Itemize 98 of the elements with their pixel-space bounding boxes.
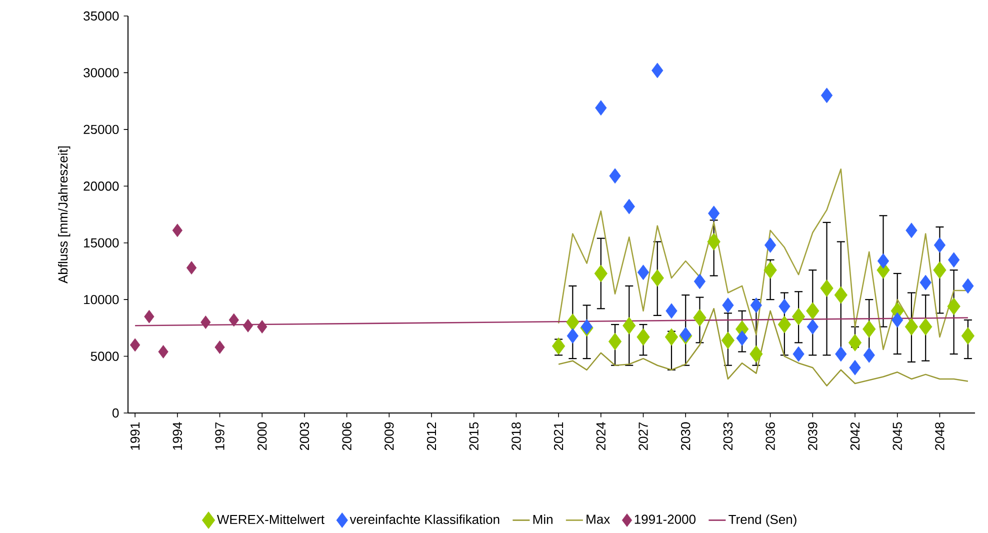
x-tick-label: 2006 — [342, 422, 352, 450]
point — [750, 298, 762, 313]
point — [130, 338, 140, 352]
y-tick-label: 15000 — [84, 238, 119, 248]
point — [186, 261, 197, 275]
x-tick-label: 1991 — [130, 422, 140, 450]
point — [806, 302, 820, 320]
point — [652, 62, 664, 78]
y-tick-label: 10000 — [84, 294, 119, 304]
point — [666, 303, 678, 319]
point — [707, 233, 720, 250]
point — [792, 346, 804, 362]
point — [778, 298, 790, 314]
legend-label: vereinfachte Klassifikation — [350, 514, 500, 524]
x-tick-label: 2024 — [596, 422, 606, 450]
y-tick-label: 35000 — [84, 11, 119, 21]
point — [962, 278, 974, 294]
legend-label: WEREX-Mittelwert — [216, 514, 324, 524]
point — [242, 318, 254, 332]
point — [792, 308, 806, 326]
x-tick-label: 2045 — [892, 422, 902, 450]
x-tick-label: 2000 — [258, 422, 267, 450]
x-tick-label: 2015 — [469, 422, 478, 450]
point — [595, 100, 607, 116]
point — [948, 252, 960, 268]
legend-label: 1991-2000 — [634, 514, 696, 524]
x-tick-label: 2009 — [384, 422, 394, 450]
point — [961, 327, 975, 345]
x-tick-label: 1997 — [215, 422, 224, 450]
point — [721, 332, 735, 350]
x-tick-label: 2018 — [512, 422, 521, 450]
point — [835, 346, 847, 362]
point — [200, 316, 211, 329]
point — [636, 328, 650, 346]
point — [849, 360, 861, 376]
y-axis-title: Abfluss [mm/Jahreszeit] — [58, 146, 70, 284]
point — [708, 206, 720, 222]
y-tick-label: 30000 — [84, 68, 119, 78]
point — [622, 316, 636, 334]
point — [834, 286, 848, 304]
point — [820, 88, 833, 104]
legend-label: Trend (Sen) — [728, 514, 796, 527]
point — [694, 274, 706, 290]
point — [693, 309, 706, 326]
y-tick-label: 25000 — [84, 124, 119, 134]
x-tick-label: 2042 — [850, 422, 860, 450]
point — [566, 328, 578, 344]
point — [933, 261, 946, 279]
point — [934, 237, 946, 253]
point — [257, 320, 268, 334]
x-tick-label: 2027 — [638, 422, 648, 450]
point — [806, 319, 818, 334]
point — [764, 237, 776, 253]
point — [664, 328, 678, 346]
legend-label: Min — [533, 514, 552, 524]
point — [552, 337, 566, 355]
point — [722, 298, 734, 313]
point — [680, 327, 692, 342]
point — [608, 332, 622, 350]
x-tick-label: 2030 — [681, 422, 690, 450]
point — [947, 298, 960, 316]
point — [580, 319, 593, 334]
point — [623, 198, 635, 214]
point — [863, 347, 875, 363]
x-tick-label: 2021 — [554, 422, 564, 450]
point — [228, 313, 239, 327]
point — [920, 274, 932, 290]
point — [609, 168, 621, 184]
y-tick-label: 0 — [112, 408, 119, 418]
point — [736, 330, 748, 346]
point — [778, 316, 792, 334]
x-tick-label: 2039 — [808, 422, 818, 450]
point — [877, 253, 890, 269]
point — [566, 314, 580, 331]
x-tick-label: 2033 — [723, 422, 733, 450]
point — [650, 269, 664, 287]
point — [820, 280, 834, 297]
point — [214, 340, 225, 354]
point — [906, 222, 918, 238]
point — [750, 345, 763, 363]
x-tick-label: 1994 — [172, 422, 182, 450]
x-tick-label: 2012 — [426, 422, 436, 450]
point — [892, 312, 904, 328]
x-tick-label: 2048 — [935, 422, 944, 450]
point — [158, 345, 168, 358]
point — [637, 264, 650, 280]
x-tick-label: 2036 — [766, 422, 775, 450]
legend-label: Max — [586, 514, 610, 524]
point — [594, 264, 608, 282]
point — [144, 310, 154, 324]
y-tick-label: 5000 — [90, 352, 119, 361]
point — [848, 334, 862, 352]
point — [919, 318, 932, 336]
point — [172, 224, 182, 238]
x-tick-label: 2003 — [300, 422, 310, 450]
point — [904, 318, 918, 336]
y-tick-label: 20000 — [84, 182, 119, 191]
point — [862, 320, 876, 338]
